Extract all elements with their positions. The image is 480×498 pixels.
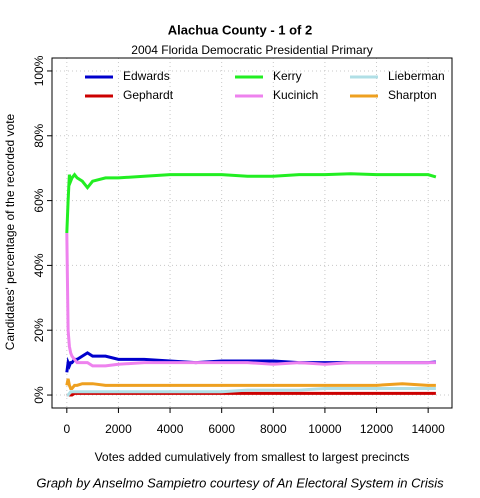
- x-tick-label: 14000: [411, 422, 445, 436]
- y-tick-label: 20%: [32, 318, 46, 342]
- y-tick-label: 60%: [32, 188, 46, 212]
- y-tick-label: 0%: [32, 386, 46, 404]
- y-axis-label: Candidates' percentage of the recorded v…: [3, 113, 17, 350]
- series-line: [66, 391, 436, 397]
- legend-label: Kerry: [273, 69, 302, 83]
- chart-title: Alachua County - 1 of 2: [168, 22, 312, 37]
- x-tick-label: 0: [63, 422, 70, 436]
- y-tick-label: 100%: [32, 55, 46, 86]
- x-tick-label: 4000: [157, 422, 184, 436]
- legend-label: Edwards: [123, 69, 170, 83]
- x-tick-label: 12000: [360, 422, 394, 436]
- x-axis-label: Votes added cumulatively from smallest t…: [95, 450, 410, 464]
- y-tick-label: 80%: [32, 123, 46, 147]
- chart-subtitle: 2004 Florida Democratic Presidential Pri…: [131, 43, 372, 57]
- series-line: [65, 232, 436, 368]
- series-line: [65, 172, 437, 234]
- plot-frame: [51, 57, 453, 409]
- x-tick-label: 2000: [105, 422, 132, 436]
- x-tick-label: 8000: [260, 422, 287, 436]
- legend-label: Lieberman: [388, 69, 445, 83]
- y-tick-label: 40%: [32, 253, 46, 277]
- caption: Graph by Anselmo Sampietro courtesy of A…: [36, 475, 444, 490]
- legend-label: Gephardt: [123, 88, 174, 102]
- legend-label: Sharpton: [388, 88, 437, 102]
- series-line: [66, 387, 436, 397]
- x-tick-label: 6000: [208, 422, 235, 436]
- x-tick-label: 10000: [308, 422, 342, 436]
- legend-label: Kucinich: [273, 88, 318, 102]
- series-line: [65, 378, 436, 391]
